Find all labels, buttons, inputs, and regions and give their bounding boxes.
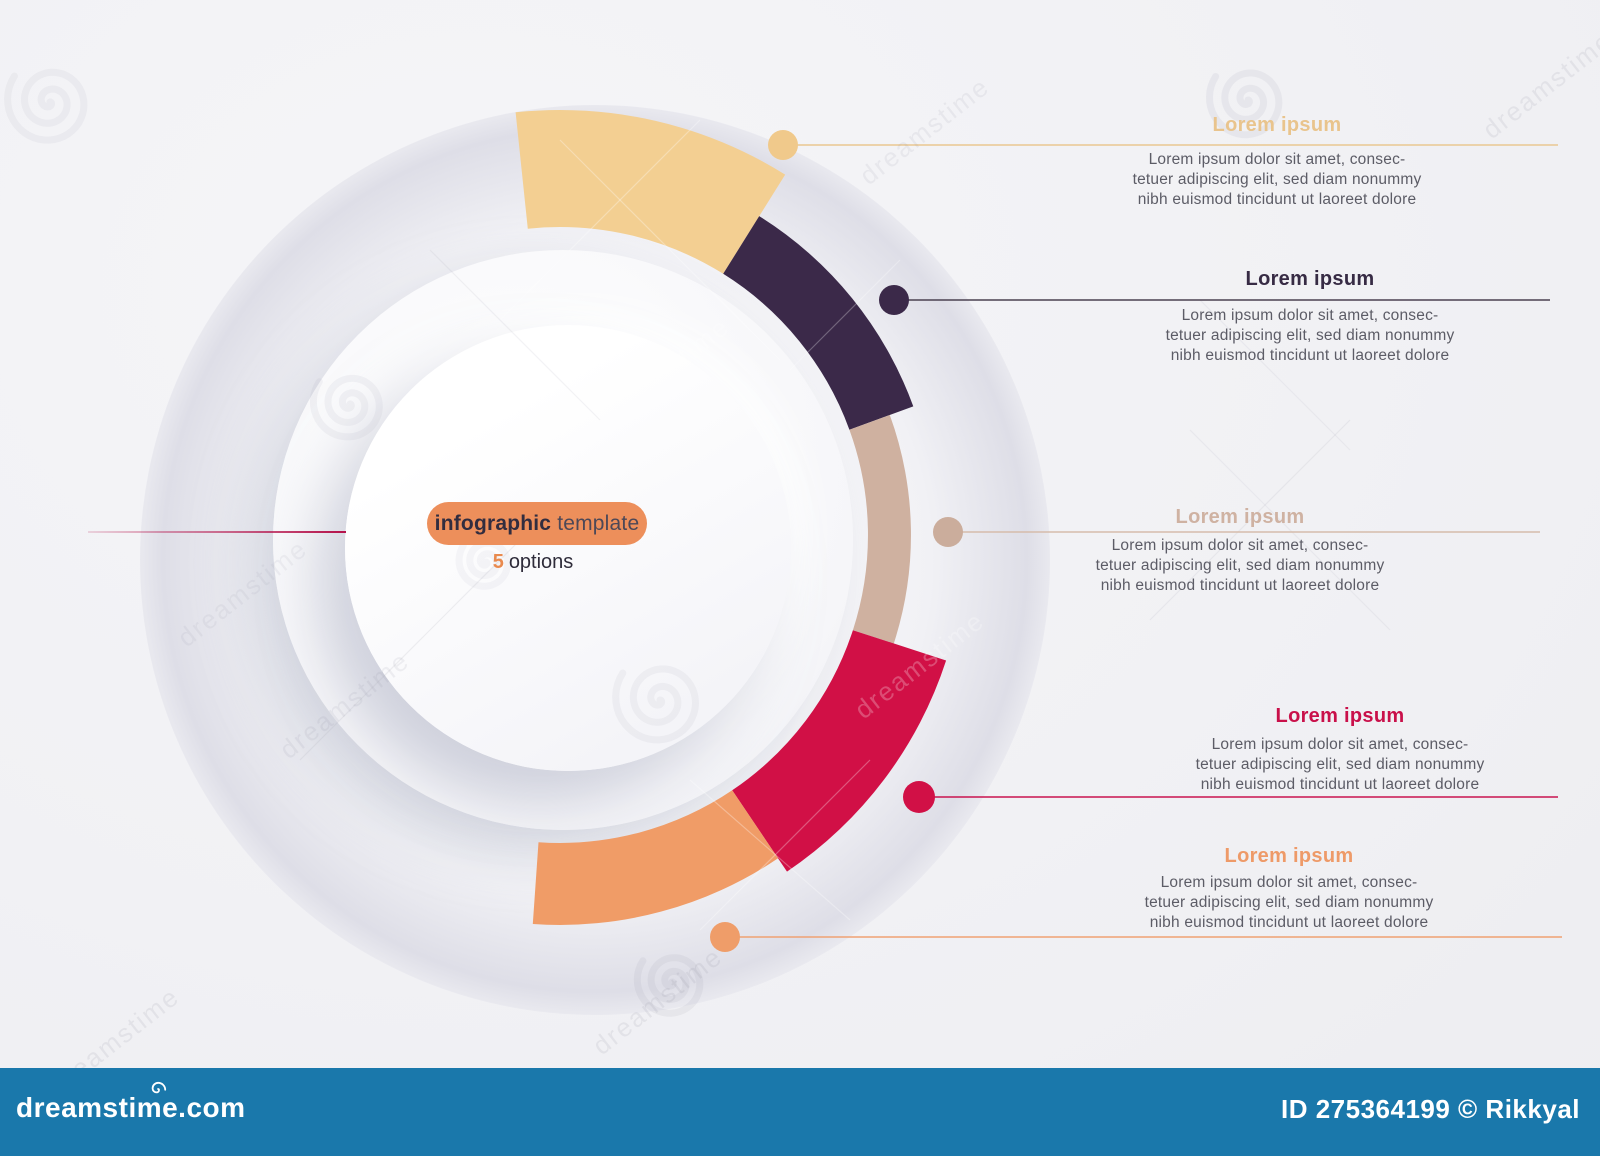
item-body: Lorem ipsum dolor sit amet, consec- tetu…: [1132, 151, 1422, 208]
item-body: Lorem ipsum dolor sit amet, consec- tetu…: [1144, 874, 1434, 931]
image-credit: ID 275364199 © Rikkyal: [1280, 1094, 1580, 1124]
watermark-cross-line: [499, 119, 701, 321]
donut-segment-option-5: [532, 790, 779, 925]
options-label: options: [508, 551, 574, 573]
watermark-cross-line: [299, 539, 521, 761]
watermark-cross-line: [789, 259, 901, 371]
logo-spiral-icon: [151, 1081, 167, 1094]
donut-segment-option-2: [723, 216, 914, 430]
item-title: Lorem ipsum: [1224, 845, 1354, 867]
connector-dot-5: [710, 922, 740, 952]
connector-dot-3: [933, 517, 963, 547]
connector-dot-4: [903, 781, 935, 813]
item-body: Lorem ipsum dolor sit amet, consec- tetu…: [1165, 307, 1455, 364]
backdrop-circle-inner: [345, 325, 791, 771]
item-title: Lorem ipsum: [1275, 705, 1405, 727]
watermark-cross-line: [559, 139, 781, 361]
badge-title-bold: infographic: [434, 511, 552, 535]
watermark-bar: dreamstime.com ID 275364199 © Rikkyal: [0, 1068, 1600, 1156]
donut-segment-option-4: [732, 630, 947, 872]
item-title: Lorem ipsum: [1245, 268, 1375, 290]
item-body: Lorem ipsum dolor sit amet, consec- tetu…: [1195, 736, 1485, 793]
watermark-cross-line: [699, 759, 871, 931]
item-title: Lorem ipsum: [1175, 506, 1305, 528]
watermark-cross-line: [429, 249, 601, 421]
watermark-cross-line: [1149, 419, 1351, 621]
connector-dot-2: [879, 285, 909, 315]
watermark-cross-line: [689, 779, 851, 921]
item-body: Lorem ipsum dolor sit amet, consec- tetu…: [1095, 537, 1385, 594]
connector-dot-1: [768, 130, 798, 160]
left-accent-line: [88, 531, 346, 533]
donut-segment-option-1: [515, 109, 786, 274]
watermark-site-logo: dreamstime.com: [16, 1092, 246, 1123]
watermark-cross-line: [1189, 429, 1391, 631]
options-number: 5: [492, 551, 504, 573]
badge-title-light: template: [557, 511, 640, 535]
center-badge: infographic template: [427, 502, 647, 545]
watermark-cross-line: [1199, 299, 1351, 451]
donut-segment-option-3: [849, 415, 911, 644]
item-title: Lorem ipsum: [1212, 114, 1342, 136]
options-count: 5 options: [433, 551, 633, 574]
